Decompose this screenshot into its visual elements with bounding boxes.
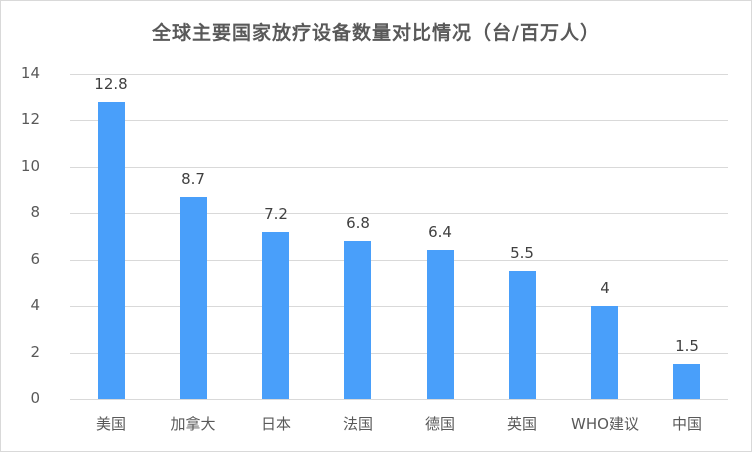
gridline bbox=[70, 260, 728, 261]
x-tick-label: 法国 bbox=[342, 415, 373, 433]
chart-title: 全球主要国家放疗设备数量对比情况（台/百万人） bbox=[152, 22, 600, 44]
bar bbox=[509, 271, 536, 399]
bar bbox=[98, 102, 125, 399]
gridline bbox=[70, 353, 728, 354]
x-tick-label: 德国 bbox=[424, 415, 455, 433]
y-tick-label: 10 bbox=[20, 157, 40, 175]
gridline bbox=[70, 306, 728, 307]
data-label: 6.8 bbox=[346, 214, 370, 232]
y-tick-label: 0 bbox=[30, 389, 40, 407]
gridline bbox=[70, 167, 728, 168]
y-tick-label: 4 bbox=[30, 296, 40, 314]
data-label: 7.2 bbox=[264, 205, 288, 223]
data-label: 12.8 bbox=[94, 75, 128, 93]
data-label: 4 bbox=[600, 279, 610, 297]
bar bbox=[673, 364, 700, 399]
data-label: 8.7 bbox=[181, 170, 205, 188]
x-tick-label: WHO建议 bbox=[571, 415, 639, 433]
gridline bbox=[70, 74, 728, 75]
x-tick-label: 英国 bbox=[506, 415, 537, 433]
gridline bbox=[70, 120, 728, 121]
y-tick-label: 8 bbox=[30, 203, 40, 221]
x-tick-label: 中国 bbox=[671, 415, 702, 433]
bar bbox=[180, 197, 207, 399]
data-label: 1.5 bbox=[675, 337, 699, 355]
y-tick-label: 2 bbox=[30, 343, 40, 361]
x-tick-label: 美国 bbox=[95, 415, 126, 433]
bar bbox=[427, 250, 454, 399]
x-tick-label: 日本 bbox=[260, 415, 291, 433]
y-tick-label: 6 bbox=[30, 250, 40, 268]
y-tick-label: 14 bbox=[20, 64, 40, 82]
bar bbox=[262, 232, 289, 399]
gridline bbox=[70, 213, 728, 214]
data-label: 5.5 bbox=[510, 244, 534, 262]
gridline bbox=[70, 399, 728, 400]
data-label: 6.4 bbox=[428, 223, 452, 241]
bar bbox=[591, 306, 618, 399]
bar bbox=[344, 241, 371, 399]
x-tick-label: 加拿大 bbox=[170, 415, 216, 433]
y-tick-label: 12 bbox=[20, 110, 40, 128]
